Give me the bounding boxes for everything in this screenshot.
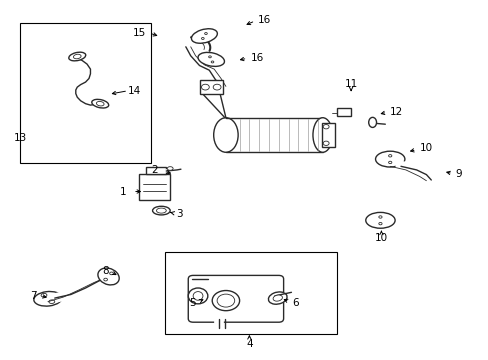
Ellipse shape	[312, 118, 332, 152]
Ellipse shape	[188, 288, 207, 304]
Circle shape	[378, 216, 381, 218]
Bar	[20, 23, 150, 163]
Circle shape	[109, 272, 113, 275]
Ellipse shape	[96, 102, 104, 106]
Circle shape	[201, 37, 204, 40]
Text: 4: 4	[245, 339, 252, 349]
Circle shape	[211, 61, 213, 63]
Text: 9: 9	[455, 168, 462, 179]
Text: 13: 13	[14, 132, 27, 143]
Text: 10: 10	[374, 233, 387, 243]
Text: 2: 2	[150, 165, 157, 175]
Bar	[337, 108, 350, 116]
Circle shape	[378, 222, 381, 225]
Ellipse shape	[198, 53, 224, 66]
Ellipse shape	[69, 52, 85, 61]
Bar	[145, 167, 166, 174]
Ellipse shape	[49, 300, 55, 303]
Bar	[165, 252, 337, 334]
Circle shape	[388, 161, 391, 164]
Text: 14: 14	[128, 86, 141, 96]
Ellipse shape	[193, 292, 203, 300]
Ellipse shape	[73, 54, 81, 59]
Text: 6: 6	[292, 298, 299, 308]
Text: 8: 8	[102, 266, 108, 276]
Ellipse shape	[152, 206, 170, 215]
Text: 15: 15	[132, 28, 145, 38]
Ellipse shape	[34, 292, 62, 306]
Ellipse shape	[268, 292, 286, 304]
Ellipse shape	[365, 212, 394, 228]
Ellipse shape	[191, 29, 217, 43]
Ellipse shape	[167, 167, 173, 170]
Circle shape	[208, 56, 211, 58]
Text: 12: 12	[389, 107, 403, 117]
Text: 16: 16	[250, 53, 263, 63]
Ellipse shape	[41, 293, 47, 297]
Text: 7: 7	[30, 291, 37, 301]
Circle shape	[103, 278, 107, 281]
Ellipse shape	[217, 294, 234, 307]
Ellipse shape	[323, 125, 328, 129]
Ellipse shape	[272, 295, 282, 301]
Bar	[321, 123, 335, 147]
Ellipse shape	[213, 118, 238, 152]
Bar	[139, 174, 169, 200]
Ellipse shape	[368, 117, 376, 127]
Ellipse shape	[323, 141, 328, 145]
Bar	[199, 80, 223, 94]
Ellipse shape	[213, 84, 221, 90]
Ellipse shape	[375, 151, 404, 167]
Ellipse shape	[92, 99, 108, 108]
Text: 5: 5	[188, 298, 195, 308]
Ellipse shape	[201, 84, 209, 90]
Text: 16: 16	[258, 15, 271, 25]
Text: 1: 1	[119, 186, 126, 197]
Ellipse shape	[98, 268, 119, 285]
Text: 11: 11	[344, 78, 357, 89]
Ellipse shape	[156, 208, 166, 213]
Ellipse shape	[212, 291, 239, 311]
Text: 10: 10	[419, 143, 432, 153]
FancyBboxPatch shape	[188, 275, 283, 322]
Circle shape	[388, 154, 391, 157]
Circle shape	[204, 32, 207, 35]
Text: 3: 3	[176, 209, 183, 219]
